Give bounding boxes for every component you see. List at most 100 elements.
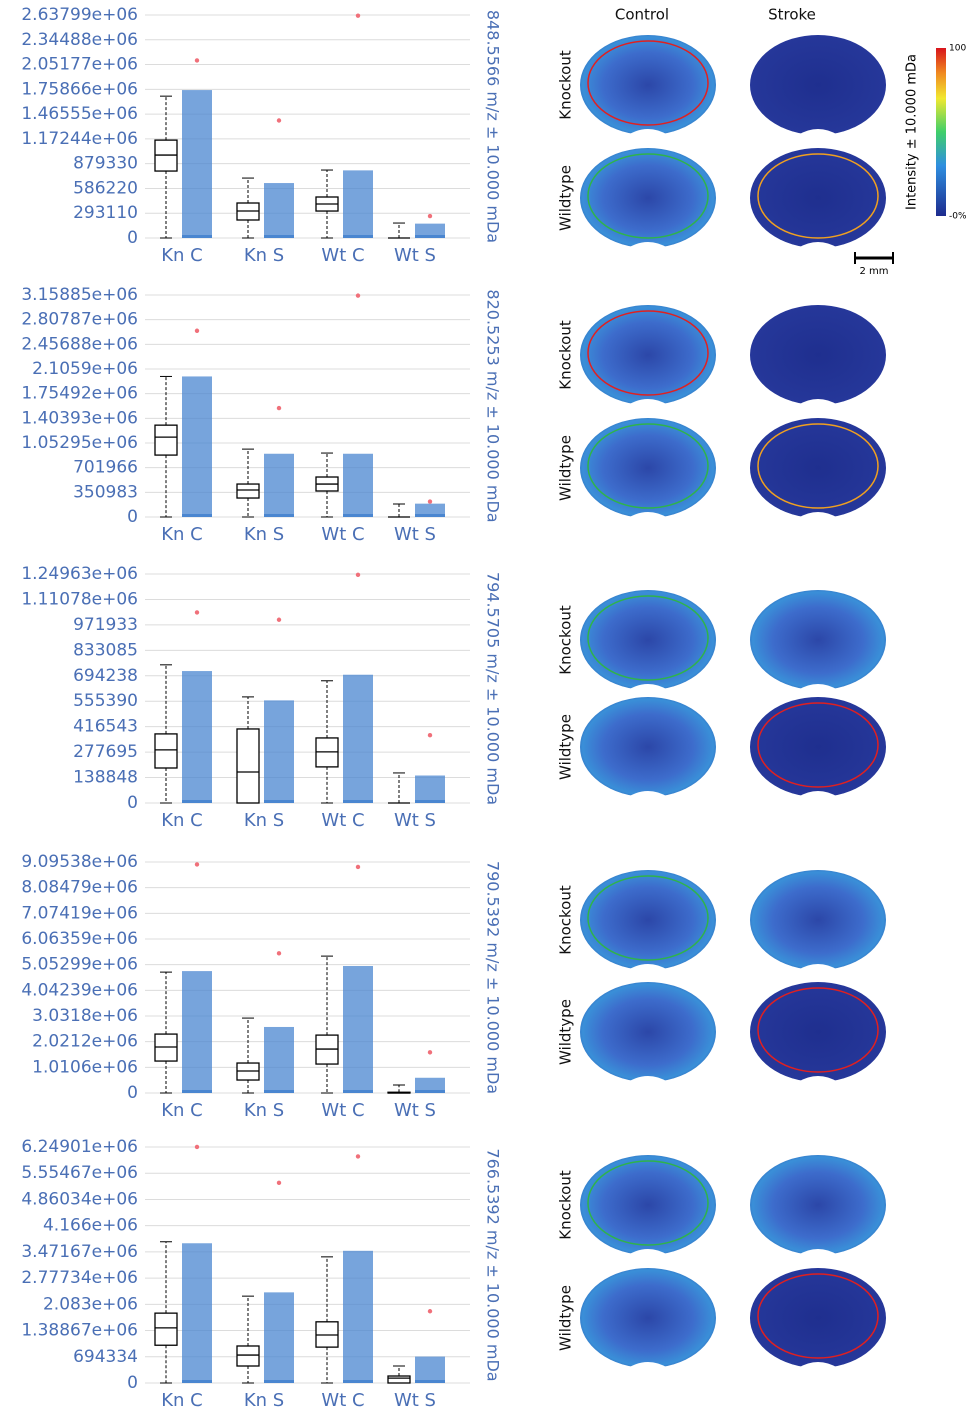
brain-section (580, 590, 716, 690)
point-cloud (264, 454, 294, 517)
brain-section (750, 148, 886, 248)
brain-section (750, 870, 886, 970)
point-base (182, 800, 212, 803)
y-tick-label: 1.24963e+06 (21, 564, 138, 584)
point-base (343, 514, 373, 517)
outlier-max (277, 118, 281, 122)
box (155, 1313, 177, 1345)
x-tick-label: Wt S (394, 245, 436, 266)
y-tick-label: 3.47167e+06 (21, 1242, 138, 1262)
point-base (264, 1380, 294, 1383)
point-cloud (415, 1357, 445, 1383)
point-base (343, 1380, 373, 1383)
y-tick-label: 2.1059e+06 (32, 359, 138, 379)
y-axis-label: 794.5705 m/z ± 10.000 mDa (484, 572, 503, 805)
box (155, 734, 177, 768)
point-cloud (264, 1027, 294, 1093)
y-tick-label: 1.17244e+06 (21, 129, 138, 149)
y-tick-label: 1.75866e+06 (21, 79, 138, 99)
point-base (182, 1090, 212, 1093)
outlier-max (356, 573, 360, 577)
y-tick-label: 2.63799e+06 (21, 5, 138, 25)
y-tick-label: 277695 (73, 742, 138, 762)
point-cloud (343, 170, 373, 238)
point-base (415, 514, 445, 517)
y-tick-label: 6.06359e+06 (21, 929, 138, 949)
point-cloud (264, 700, 294, 803)
point-cloud (415, 776, 445, 803)
y-tick-label: 4.86034e+06 (21, 1189, 138, 1209)
y-tick-label: 1.38867e+06 (21, 1321, 138, 1341)
y-tick-label: 879330 (73, 154, 138, 174)
brain-section (750, 1155, 886, 1255)
y-tick-label: 0 (127, 507, 138, 527)
row-label: Knockout (557, 320, 575, 390)
colorbar-min: -0% (949, 212, 966, 222)
y-tick-label: 586220 (73, 178, 138, 198)
x-tick-label: Kn S (244, 524, 284, 545)
point-cloud (182, 376, 212, 517)
box (388, 1376, 410, 1383)
figure: Control Stroke 100% -0% Intensity ± 10.0… (0, 0, 966, 1416)
point-cloud (264, 183, 294, 238)
brain-section (750, 697, 886, 797)
brain-section (580, 1155, 716, 1255)
y-tick-label: 1.05295e+06 (21, 433, 138, 453)
x-tick-label: Wt S (394, 1100, 436, 1121)
point-cloud (343, 675, 373, 803)
point-cloud (182, 671, 212, 803)
brain-section (580, 1268, 716, 1368)
x-tick-label: Kn C (161, 810, 203, 831)
point-base (415, 1090, 445, 1093)
y-tick-label: 2.083e+06 (43, 1294, 138, 1314)
point-base (343, 1090, 373, 1093)
y-tick-label: 0 (127, 228, 138, 248)
row-label: Knockout (557, 1170, 575, 1240)
y-tick-label: 5.05299e+06 (21, 955, 138, 975)
point-cloud (343, 966, 373, 1093)
box (237, 1346, 259, 1366)
outlier-max (195, 610, 199, 614)
y-tick-label: 555390 (73, 691, 138, 711)
brain-section (580, 870, 716, 970)
y-tick-label: 1.75492e+06 (21, 384, 138, 404)
y-tick-label: 350983 (73, 482, 138, 502)
x-tick-label: Kn S (244, 1100, 284, 1121)
brain-section (750, 1268, 886, 1368)
outlier-max (356, 13, 360, 17)
colorbar-title: Intensity ± 10.000 mDa (905, 54, 920, 210)
row-label: Wildtype (557, 999, 575, 1065)
brain-section (580, 418, 716, 518)
x-tick-label: Wt S (394, 524, 436, 545)
y-tick-label: 6.24901e+06 (21, 1137, 138, 1157)
y-tick-label: 293110 (73, 203, 138, 223)
y-tick-label: 2.05177e+06 (21, 55, 138, 75)
row-label: Wildtype (557, 714, 575, 780)
brain-section (580, 982, 716, 1082)
outlier-max (277, 406, 281, 410)
x-tick-label: Kn C (161, 524, 203, 545)
x-tick-label: Wt C (321, 810, 364, 831)
outlier-max (356, 293, 360, 297)
point-cloud (182, 90, 212, 238)
y-axis-label: 766.5392 m/z ± 10.000 mDa (484, 1148, 503, 1381)
y-tick-label: 971933 (73, 615, 138, 635)
brain-section (580, 148, 716, 248)
outlier-max (195, 58, 199, 62)
outlier-max (428, 1050, 432, 1054)
point-base (264, 235, 294, 238)
colorbar-max: 100% (949, 44, 966, 54)
point-cloud (343, 454, 373, 517)
y-tick-label: 833085 (73, 640, 138, 660)
brain-section (580, 305, 716, 405)
brain-section (750, 982, 886, 1082)
outlier-max (277, 951, 281, 955)
x-tick-label: Kn S (244, 810, 284, 831)
brain-section (580, 697, 716, 797)
y-axis-label: 790.5392 m/z ± 10.000 mDa (484, 861, 503, 1094)
y-axis-label: 820.5253 m/z ± 10.000 mDa (484, 289, 503, 522)
brain-section (750, 35, 886, 135)
y-tick-label: 0 (127, 793, 138, 813)
y-tick-label: 2.80787e+06 (21, 310, 138, 330)
point-base (182, 235, 212, 238)
